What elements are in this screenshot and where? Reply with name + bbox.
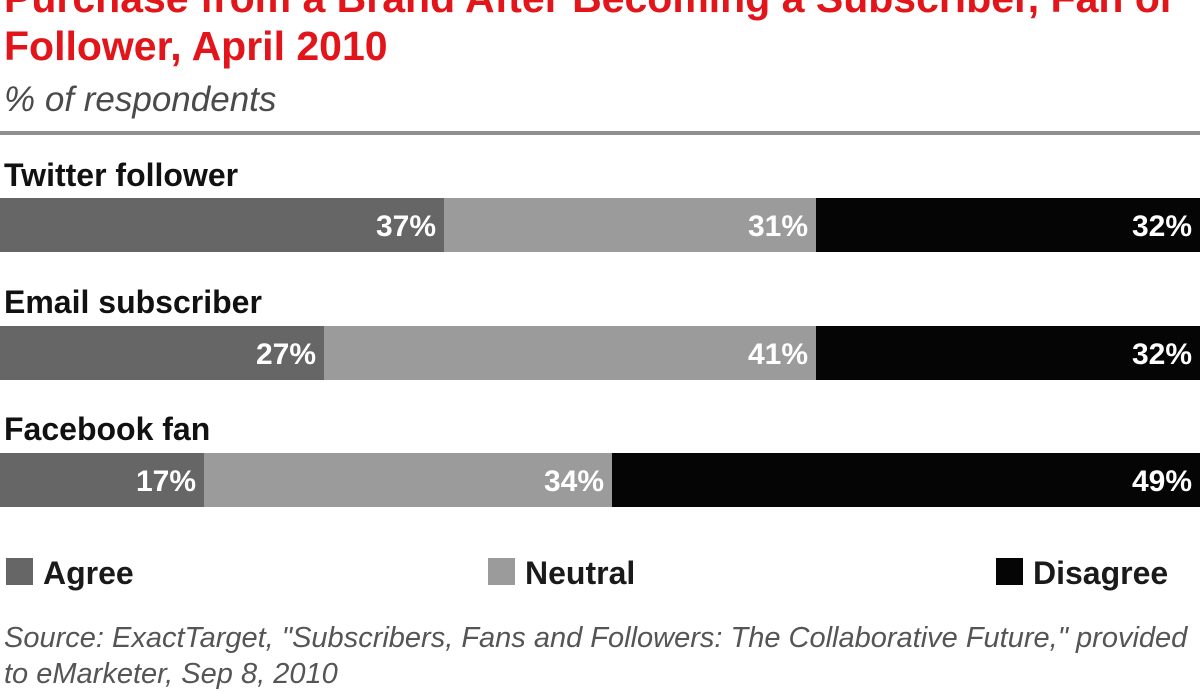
bar-email-subscriber-neutral <box>324 326 816 380</box>
legend-label-agree: Agree <box>43 555 134 591</box>
value-label-email-subscriber-neutral: 41% <box>748 338 808 371</box>
title-divider <box>0 131 1200 135</box>
bar-twitter-follower-agree <box>0 198 444 252</box>
value-label-twitter-follower-agree: 37% <box>376 210 436 243</box>
bar-email-subscriber-disagree <box>816 326 1200 380</box>
bar-twitter-follower-neutral <box>444 198 816 252</box>
category-label-facebook-fan: Facebook fan <box>4 411 210 447</box>
stacked-bar-chart: Twitter follower 37% 31% 32% Email subscribe… <box>0 157 1200 591</box>
bar-email-subscriber-agree <box>0 326 324 380</box>
value-label-facebook-fan-neutral: 34% <box>544 465 604 498</box>
legend-swatch-agree <box>6 558 33 585</box>
bar-facebook-fan-agree <box>0 453 204 507</box>
category-label-twitter-follower: Twitter follower <box>4 157 238 193</box>
source-note: Source: ExactTarget, "Subscribers, Fans … <box>4 622 1188 690</box>
value-label-twitter-follower-disagree: 32% <box>1132 210 1192 243</box>
chart-subtitle: % of respondents <box>4 80 277 119</box>
bar-facebook-fan-disagree <box>612 453 1200 507</box>
legend-label-neutral: Neutral <box>525 555 635 591</box>
value-label-facebook-fan-agree: 17% <box>136 465 196 498</box>
bar-facebook-fan-neutral <box>204 453 612 507</box>
value-label-facebook-fan-disagree: 49% <box>1132 465 1192 498</box>
value-label-twitter-follower-neutral: 31% <box>748 210 808 243</box>
legend-swatch-disagree <box>996 558 1023 585</box>
value-label-email-subscriber-agree: 27% <box>256 338 316 371</box>
legend-swatch-neutral <box>488 558 515 585</box>
bar-twitter-follower-disagree <box>816 198 1200 252</box>
value-label-email-subscriber-disagree: 32% <box>1132 338 1192 371</box>
category-label-email-subscriber: Email subscriber <box>4 284 262 320</box>
chart-title: Purchase from a Brand After Becoming a S… <box>4 0 1176 69</box>
legend-label-disagree: Disagree <box>1033 555 1168 591</box>
